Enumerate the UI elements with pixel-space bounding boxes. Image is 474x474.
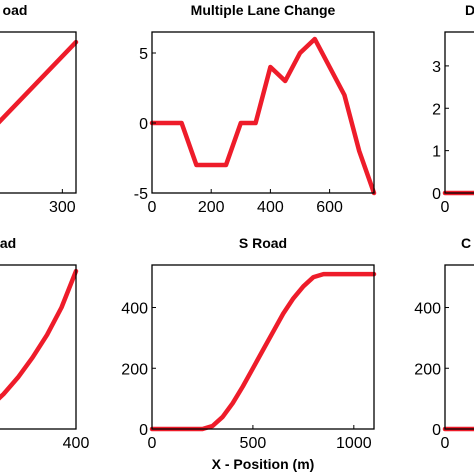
y-tick-label: -5 bbox=[134, 186, 148, 203]
subplot-title-4: ad bbox=[0, 235, 16, 251]
y-tick-label: 400 bbox=[121, 301, 148, 318]
x-tick-label: 600 bbox=[316, 199, 343, 216]
y-tick-label: 2 bbox=[432, 101, 441, 118]
subplot-title-3: D bbox=[465, 2, 474, 18]
series-line-2 bbox=[149, 36, 377, 196]
series-line-1 bbox=[0, 39, 79, 125]
y-tick-label: 0 bbox=[432, 422, 441, 439]
y-tick-label: 3 bbox=[432, 59, 441, 76]
x-tick-label: 1000 bbox=[336, 435, 372, 452]
plot-frame-5 bbox=[151, 264, 375, 430]
y-tick-label: 5 bbox=[139, 46, 148, 63]
plot-frame-1 bbox=[0, 31, 77, 194]
plot-frame-2 bbox=[151, 31, 375, 194]
x-tick-label: 500 bbox=[240, 435, 267, 452]
y-tick-label: 1 bbox=[432, 144, 441, 161]
subplot-1: oad0300 bbox=[0, 2, 79, 216]
plot-frame-3 bbox=[444, 31, 474, 194]
subplot-6: C 00 200 400 bbox=[414, 235, 474, 452]
subplot-title-6: C bbox=[461, 235, 471, 251]
x-tick-label: 400 bbox=[63, 435, 90, 452]
y-tick-label: 0 bbox=[139, 116, 148, 133]
y-tick-label: 200 bbox=[414, 361, 441, 378]
plot-frame-4 bbox=[0, 264, 77, 430]
series-line-4 bbox=[0, 268, 79, 401]
x-tick-label: 300 bbox=[49, 199, 76, 216]
subplot-title-5: S Road bbox=[239, 235, 287, 251]
y-tick-label: 0 bbox=[139, 422, 148, 439]
y-tick-label: 400 bbox=[414, 301, 441, 318]
subplot-5: S Road 0 500 1000 0 200 400 X - Position (m) bbox=[121, 235, 377, 472]
y-tick-label: 0 bbox=[432, 186, 441, 203]
subplot-4: ad 400 bbox=[0, 235, 89, 452]
subplot-title-1: oad bbox=[3, 2, 28, 18]
x-tick-label: 0 bbox=[148, 199, 157, 216]
plot-frame-6 bbox=[444, 264, 474, 430]
subplot-title-2: Multiple Lane Change bbox=[191, 2, 336, 18]
x-tick-label: 0 bbox=[441, 435, 450, 452]
x-tick-label: 200 bbox=[198, 199, 225, 216]
x-tick-label: 0 bbox=[441, 199, 450, 216]
series-line-5 bbox=[149, 271, 377, 432]
x-tick-label: 0 bbox=[148, 435, 157, 452]
y-tick-label: 200 bbox=[121, 361, 148, 378]
subplot-3: D 00 1 2 3 bbox=[432, 2, 474, 216]
x-tick-label: 400 bbox=[257, 199, 284, 216]
x-axis-label-5: X - Position (m) bbox=[212, 456, 315, 472]
